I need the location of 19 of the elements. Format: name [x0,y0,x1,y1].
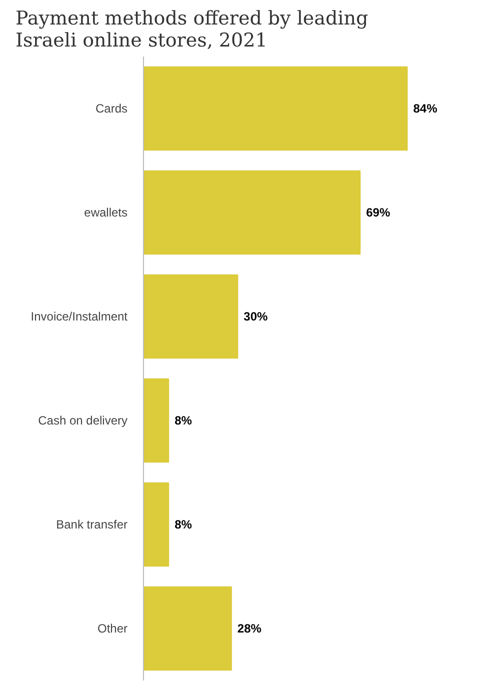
y-tick-label: Cards [95,102,128,116]
data-label: 30% [244,310,268,324]
bar [144,170,361,255]
y-tick-label: Cash on delivery [38,414,128,428]
data-label: 84% [413,102,438,116]
bar [144,66,408,151]
data-label: 8% [174,518,192,532]
y-tick-label: Bank transfer [56,518,128,532]
y-tick-label: Invoice/Instalment [30,310,128,324]
bar [144,274,238,359]
data-label: 8% [174,414,192,428]
chart-title: Payment methods offered by leading Israeli online stores, 2021 [16,8,368,52]
bar [144,482,170,567]
data-label: 69% [366,206,390,220]
data-label: 28% [237,622,262,636]
y-tick-label: ewallets [84,206,128,220]
bar [144,378,170,463]
y-tick-label: Other [97,622,128,636]
bar [144,586,232,671]
